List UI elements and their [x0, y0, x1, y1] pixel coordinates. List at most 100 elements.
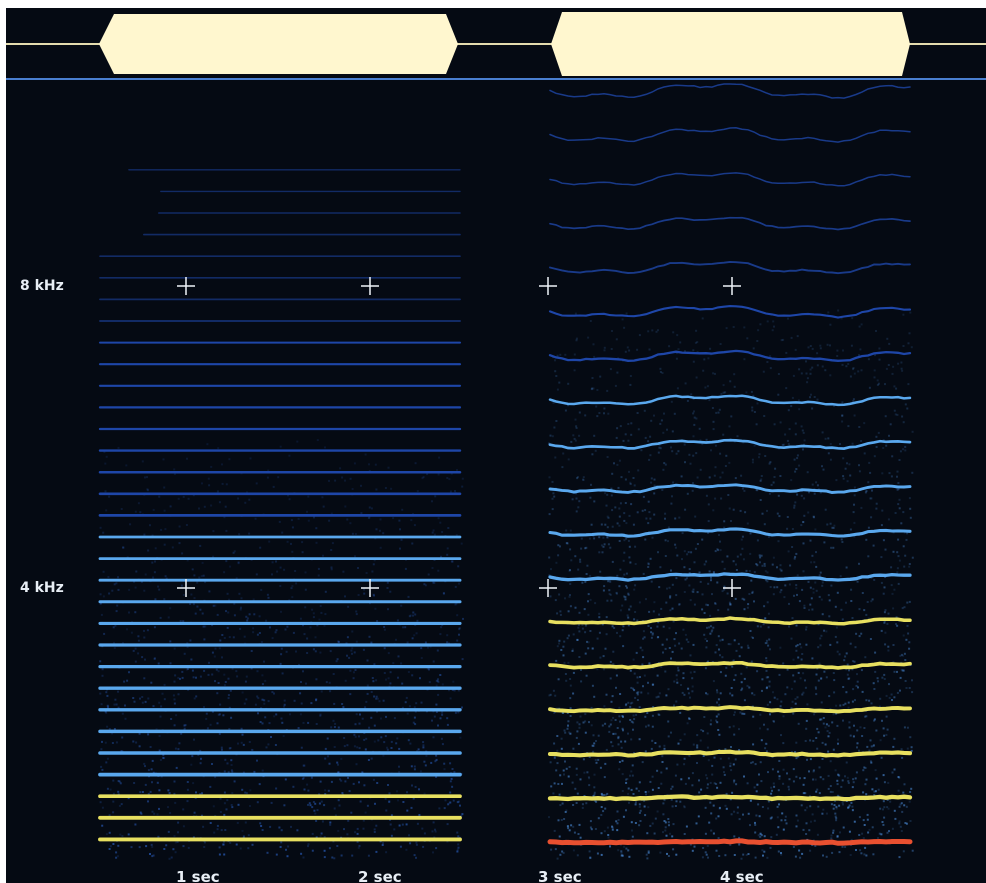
- noise-speck-1: [580, 680, 583, 683]
- noise-speck-1: [800, 804, 803, 807]
- noise-speck-1: [672, 823, 675, 826]
- noise-speck-1: [576, 854, 579, 857]
- noise-speck-1: [889, 423, 892, 426]
- noise-speck-1: [648, 348, 651, 351]
- noise-speck-1: [656, 810, 659, 813]
- noise-speck-1: [678, 603, 681, 606]
- noise-speck-0: [366, 684, 369, 687]
- noise-speck-1: [705, 646, 708, 649]
- noise-speck-1: [751, 590, 754, 593]
- noise-speck-1: [714, 602, 717, 605]
- noise-speck-0: [113, 647, 116, 649]
- noise-speck-0: [195, 676, 197, 679]
- noise-speck-0: [203, 846, 206, 848]
- noise-speck-1: [762, 623, 765, 626]
- noise-speck-0: [199, 793, 202, 796]
- noise-speck-1: [689, 599, 692, 602]
- noise-speck-0: [380, 736, 383, 739]
- noise-speck-1: [908, 332, 911, 335]
- noise-speck-0: [233, 614, 236, 617]
- noise-speck-1: [638, 790, 640, 792]
- noise-speck-1: [569, 707, 572, 710]
- noise-speck-1: [771, 329, 774, 332]
- noise-speck-1: [671, 430, 674, 433]
- noise-speck-0: [382, 699, 385, 702]
- noise-speck-1: [567, 724, 569, 727]
- noise-speck-1: [599, 570, 602, 573]
- noise-speck-1: [798, 464, 801, 467]
- noise-speck-1: [739, 509, 742, 512]
- noise-speck-0: [266, 476, 269, 479]
- noise-speck-0: [364, 748, 367, 751]
- noise-speck-0: [178, 542, 181, 545]
- noise-speck-0: [224, 758, 227, 761]
- noise-speck-0: [112, 779, 115, 782]
- noise-speck-1: [833, 691, 836, 694]
- noise-speck-1: [705, 438, 708, 441]
- noise-speck-0: [373, 594, 375, 597]
- noise-speck-1: [625, 572, 628, 575]
- noise-speck-0: [334, 722, 337, 725]
- noise-speck-0: [395, 742, 398, 745]
- noise-speck-1: [657, 329, 659, 332]
- noise-speck-1: [880, 556, 883, 559]
- noise-speck-1: [721, 638, 724, 641]
- noise-speck-0: [384, 735, 387, 738]
- noise-speck-1: [672, 331, 675, 334]
- noise-speck-1: [827, 437, 830, 440]
- noise-speck-1: [841, 420, 844, 423]
- noise-speck-1: [772, 782, 775, 785]
- noise-speck-1: [567, 725, 569, 728]
- noise-speck-1: [548, 694, 551, 697]
- noise-speck-1: [794, 422, 797, 425]
- noise-speck-1: [855, 849, 857, 851]
- noise-speck-1: [756, 539, 759, 542]
- noise-speck-0: [128, 611, 130, 614]
- noise-speck-1: [777, 850, 780, 853]
- noise-speck-0: [203, 669, 206, 672]
- noise-speck-1: [879, 739, 882, 742]
- noise-speck-1: [719, 540, 721, 543]
- noise-speck-1: [832, 546, 835, 549]
- noise-speck-1: [832, 829, 835, 832]
- noise-speck-1: [673, 680, 676, 683]
- noise-speck-0: [423, 583, 426, 586]
- noise-speck-0: [415, 841, 418, 844]
- noise-speck-1: [821, 812, 824, 815]
- noise-speck-1: [899, 825, 902, 828]
- noise-speck-0: [461, 485, 464, 488]
- noise-speck-0: [354, 533, 357, 535]
- noise-speck-1: [688, 754, 691, 757]
- noise-speck-1: [781, 443, 784, 446]
- noise-speck-1: [602, 655, 605, 658]
- noise-speck-1: [870, 600, 873, 603]
- noise-speck-1: [755, 563, 758, 565]
- noise-speck-0: [354, 555, 356, 558]
- noise-speck-1: [816, 833, 819, 836]
- noise-speck-0: [351, 488, 354, 490]
- noise-speck-1: [725, 327, 728, 330]
- noise-speck-0: [239, 608, 242, 611]
- noise-speck-1: [575, 510, 578, 513]
- noise-speck-1: [673, 412, 676, 415]
- noise-speck-0: [427, 573, 430, 576]
- noise-speck-1: [625, 585, 628, 588]
- noise-speck-0: [377, 739, 380, 742]
- noise-speck-1: [631, 774, 634, 777]
- time-label-4sec: 4 sec: [720, 868, 764, 883]
- noise-speck-0: [177, 831, 179, 834]
- noise-speck-0: [373, 559, 376, 562]
- noise-speck-0: [201, 792, 203, 795]
- noise-speck-1: [828, 695, 831, 698]
- noise-speck-0: [103, 632, 106, 635]
- noise-speck-0: [150, 843, 153, 846]
- noise-speck-0: [226, 799, 229, 802]
- noise-speck-1: [753, 693, 756, 696]
- noise-speck-1: [898, 822, 901, 825]
- noise-speck-0: [115, 703, 118, 706]
- noise-speck-1: [691, 772, 694, 775]
- noise-speck-0: [367, 759, 370, 761]
- noise-speck-0: [460, 542, 463, 545]
- noise-speck-1: [811, 657, 814, 660]
- noise-speck-0: [358, 722, 361, 725]
